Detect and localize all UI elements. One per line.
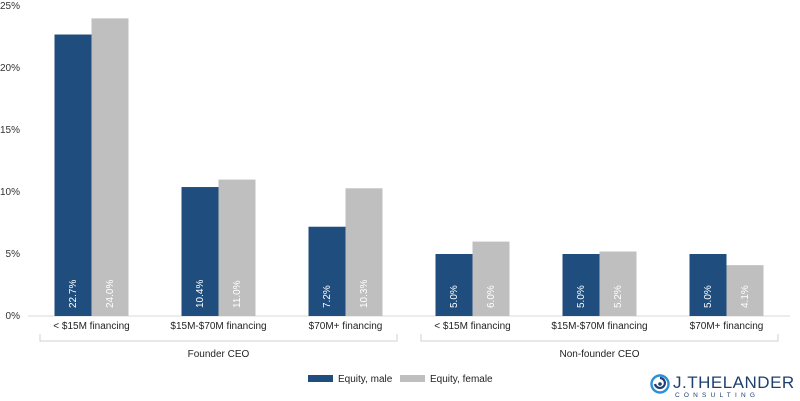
data-label: 5.0% xyxy=(449,285,460,308)
y-tick-label: 15% xyxy=(0,125,20,136)
category-label: < $15M financing xyxy=(434,321,510,332)
y-tick-label: 0% xyxy=(6,311,21,322)
legend-swatch-female xyxy=(400,375,425,382)
bar-female xyxy=(726,265,764,316)
data-label: 5.2% xyxy=(613,285,624,308)
data-label: 4.1% xyxy=(740,285,751,308)
data-label: 11.0% xyxy=(232,280,243,308)
data-label: 10.3% xyxy=(359,280,370,308)
data-label: 7.2% xyxy=(322,285,333,308)
bar-male xyxy=(562,254,600,316)
data-label: 6.0% xyxy=(486,285,497,308)
brand-logo: J.THELANDER CONSULTING xyxy=(650,373,795,399)
category-label: $15M-$70M financing xyxy=(170,321,266,332)
category-labels: < $15M financing $15M-$70M financing $70M+… xyxy=(53,321,763,332)
bar-female xyxy=(599,251,637,316)
bar-male xyxy=(181,187,219,316)
group-bracket xyxy=(420,334,779,342)
bar-male xyxy=(54,34,92,317)
category-label: $70M+ financing xyxy=(309,321,383,332)
legend: Equity, male Equity, female xyxy=(308,374,493,385)
bar-female xyxy=(472,241,510,316)
legend-label-male: Equity, male xyxy=(338,374,393,385)
data-label: 5.0% xyxy=(576,285,587,308)
data-label: 10.4% xyxy=(195,280,206,308)
group-label: Non-founder CEO xyxy=(559,349,639,360)
bar-female xyxy=(218,179,256,316)
data-label: 22.7% xyxy=(68,280,79,308)
data-label: 5.0% xyxy=(703,285,714,308)
category-label: $15M-$70M financing xyxy=(551,321,647,332)
bars: 22.7% 24.0% 10.4% 11.0% 7.2% 10.3% 5.0% 6.0% 5.0… xyxy=(54,18,764,317)
legend-label-female: Equity, female xyxy=(430,374,493,385)
legend-swatch-male xyxy=(308,375,333,382)
category-label: < $15M financing xyxy=(53,321,129,332)
y-tick-label: 10% xyxy=(0,187,20,198)
bar-male xyxy=(689,254,727,316)
data-label: 24.0% xyxy=(105,280,116,308)
swirl-logo-icon xyxy=(650,374,670,394)
bar-male xyxy=(435,254,473,316)
brand-tagline: CONSULTING xyxy=(675,392,759,399)
bar-female xyxy=(91,18,129,317)
y-tick-label: 20% xyxy=(0,63,20,74)
brand-name: J.THELANDER xyxy=(673,373,795,392)
group-label: Founder CEO xyxy=(188,349,250,360)
group-bracket xyxy=(39,334,398,342)
y-tick-label: 25% xyxy=(0,1,20,12)
group-labels: Founder CEO Non-founder CEO xyxy=(39,334,779,360)
y-axis: 0% 5% 10% 15% 20% 25% xyxy=(0,1,790,322)
y-tick-label: 5% xyxy=(6,249,21,260)
bar-female xyxy=(345,188,383,316)
category-label: $70M+ financing xyxy=(690,321,764,332)
bar-male xyxy=(308,226,346,316)
